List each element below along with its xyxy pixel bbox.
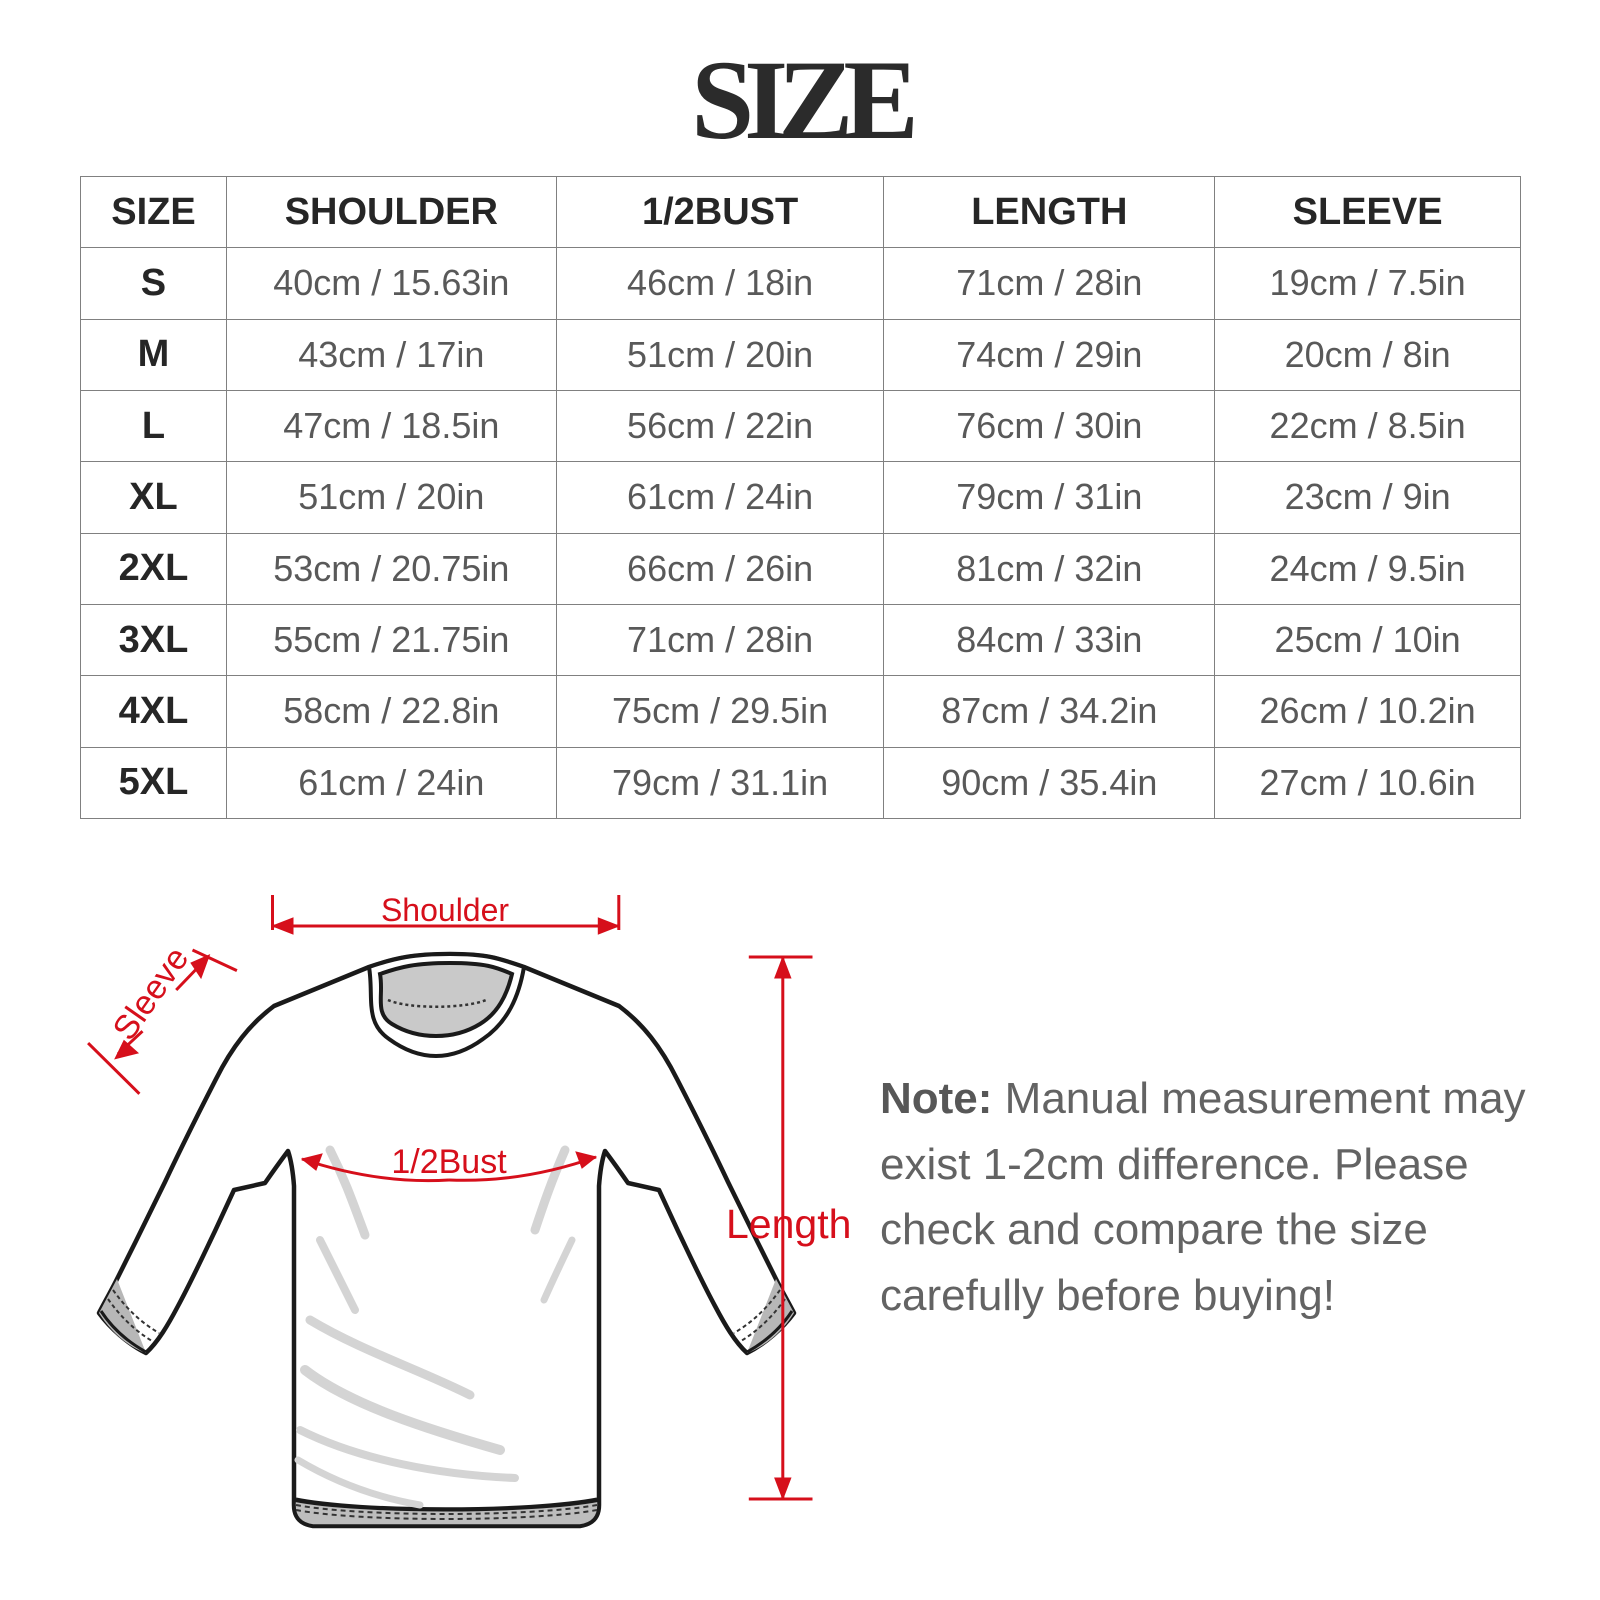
svg-text:1/2Bust: 1/2Bust xyxy=(391,1143,507,1181)
svg-text:Sleeve: Sleeve xyxy=(106,940,197,1047)
svg-text:Shoulder: Shoulder xyxy=(381,892,509,928)
svg-text:Length: Length xyxy=(726,1201,851,1247)
